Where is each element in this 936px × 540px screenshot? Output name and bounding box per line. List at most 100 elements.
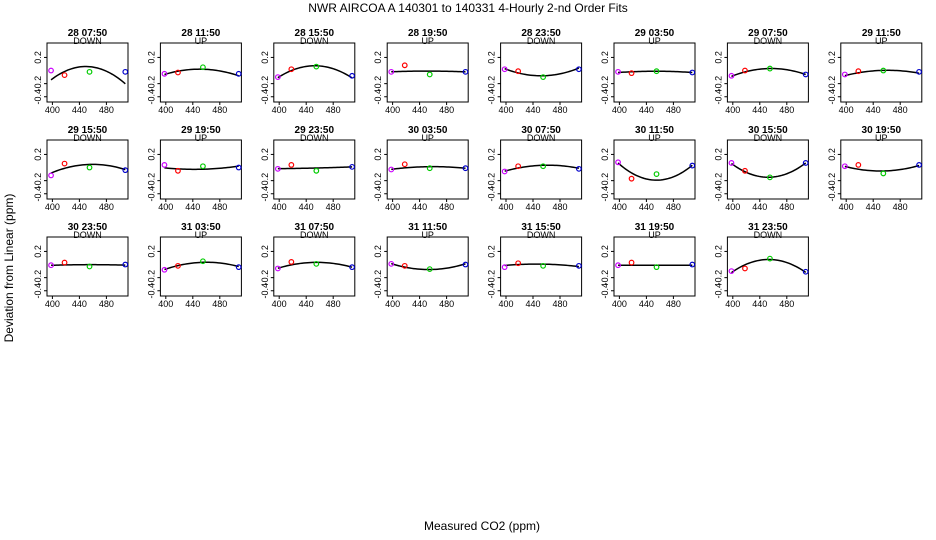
y-tick-label: -0.2: [146, 270, 156, 286]
panel-title: 29 23:50: [295, 125, 335, 136]
y-tick-label: -0.4: [827, 186, 837, 202]
y-tick-label: -0.4: [33, 186, 43, 202]
x-axis-label: Measured CO2 (ppm): [424, 519, 540, 533]
x-tick-label: 480: [212, 299, 227, 309]
y-tick-label: -0.2: [373, 270, 383, 286]
data-point-std3: [86, 164, 93, 171]
fit-curve: [164, 261, 239, 271]
panel-title: 29 11:50: [862, 28, 901, 39]
data-point-std2: [61, 72, 68, 79]
data-point-std1: [728, 160, 735, 166]
panel-frame: [159, 139, 242, 200]
data-point-std4: [802, 268, 809, 275]
data-point-std1: [48, 262, 54, 269]
x-tick-label: 480: [893, 105, 908, 115]
x-tick-label: 400: [725, 202, 740, 212]
y-tick-label: -0.2: [487, 173, 497, 189]
x-tick-label: 480: [326, 299, 341, 309]
y-tick-label: -0.4: [373, 283, 383, 299]
panel-frame: [726, 139, 809, 200]
y-tick-label: -0.2: [373, 76, 383, 92]
y-tick-label: -0.4: [600, 89, 610, 105]
data-point-std3: [653, 68, 660, 75]
x-tick-label: 440: [866, 105, 881, 115]
x-tick-label: 400: [725, 299, 740, 309]
fit-curve: [617, 70, 693, 74]
panel-frame: [726, 42, 809, 103]
fit-curve: [391, 262, 466, 271]
y-tick-label: 0.2: [33, 245, 43, 258]
x-tick-label: 440: [72, 105, 87, 115]
panel-mode-label: UP: [421, 230, 434, 240]
data-point-std4: [462, 68, 469, 75]
x-tick-label: 440: [299, 202, 314, 212]
y-tick-label: -0.2: [260, 76, 270, 92]
y-tick-label: 0.2: [373, 51, 383, 64]
y-tick-label: -0.2: [373, 173, 383, 189]
x-tick-label: 400: [272, 299, 287, 309]
x-tick-label: 480: [439, 299, 454, 309]
x-tick-label: 400: [612, 202, 627, 212]
data-point-std4: [122, 261, 129, 268]
y-tick-label: -0.4: [487, 283, 497, 299]
panel-title: 31 15:50: [521, 222, 561, 233]
panel-title: 29 19:50: [181, 125, 221, 136]
y-tick-label: 0.2: [827, 148, 837, 161]
data-point-std2: [742, 67, 748, 74]
panel-mode-label: UP: [195, 133, 208, 143]
y-tick-label: 0.2: [260, 51, 270, 64]
y-tick-label: -0.4: [146, 89, 156, 105]
data-point-std1: [501, 168, 508, 175]
panel-mode-label: DOWN: [73, 230, 102, 240]
x-tick-label: 440: [185, 299, 200, 309]
panel-mode-label: UP: [421, 133, 434, 143]
y-tick-label: 0.2: [146, 245, 156, 258]
x-tick-label: 440: [72, 299, 87, 309]
data-point-std2: [515, 260, 522, 267]
x-tick-label: 480: [893, 202, 908, 212]
y-tick-label: 0.2: [373, 148, 383, 161]
y-tick-label: 0.2: [600, 148, 610, 161]
data-point-std2: [855, 68, 862, 75]
x-tick-label: 480: [552, 299, 567, 309]
y-tick-label: -0.2: [827, 173, 837, 189]
data-point-std3: [86, 68, 93, 75]
y-tick-label: -0.4: [146, 283, 156, 299]
panel-title: 28 15:50: [295, 28, 335, 39]
y-tick-label: -0.4: [33, 89, 43, 105]
panel-mode-label: UP: [421, 36, 434, 46]
panel-mode-label: DOWN: [754, 36, 783, 46]
data-point-std4: [916, 68, 922, 75]
x-tick-label: 400: [725, 105, 740, 115]
data-point-std4: [462, 261, 469, 268]
data-point-std2: [515, 163, 522, 170]
x-tick-label: 400: [385, 299, 400, 309]
data-point-std3: [200, 163, 206, 170]
y-tick-label: 0.2: [600, 51, 610, 64]
x-tick-label: 400: [612, 105, 627, 115]
x-tick-label: 400: [272, 202, 287, 212]
y-tick-label: -0.4: [713, 283, 723, 299]
data-point-std1: [728, 72, 735, 79]
x-tick-label: 440: [866, 202, 881, 212]
data-point-std2: [288, 259, 295, 265]
data-point-std4: [349, 72, 356, 79]
x-tick-label: 440: [299, 299, 314, 309]
data-point-std4: [689, 69, 696, 76]
panel-title: 31 19:50: [635, 222, 675, 233]
x-tick-label: 480: [666, 105, 681, 115]
panel-title: 29 15:50: [68, 125, 108, 136]
panel-title: 30 19:50: [862, 125, 902, 136]
data-point-std1: [48, 67, 54, 74]
y-tick-label: -0.2: [146, 76, 156, 92]
y-tick-label: -0.2: [146, 173, 156, 189]
